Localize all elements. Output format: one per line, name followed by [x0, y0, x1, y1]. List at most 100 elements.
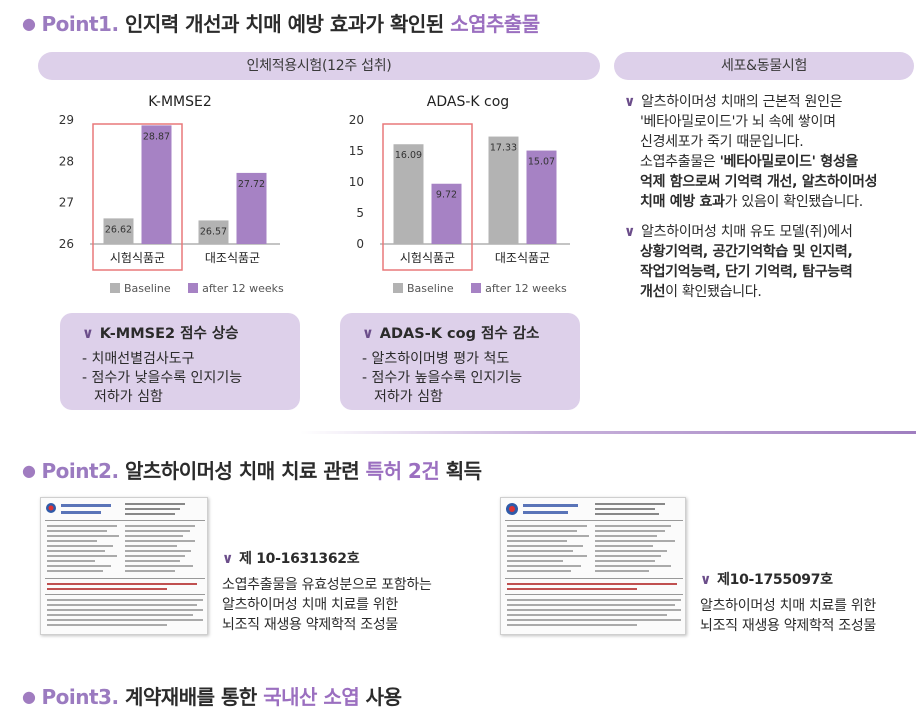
kmmse2-box-line3: 저하가 심함: [94, 389, 163, 405]
y-tick-label: 20: [349, 113, 364, 127]
bar-baseline-0: [103, 218, 134, 244]
point3-title: ● Point3. 계약재배를 통한 국내산 소엽 사용: [22, 681, 402, 710]
adas-box-head: ∨ ADAS-K cog 점수 감소: [362, 325, 558, 344]
check-icon: ∨: [222, 551, 234, 567]
bullet-icon: ●: [22, 687, 36, 706]
right1-line6b: 가 있음이 확인됐습니다.: [724, 194, 864, 210]
bar-baseline-1: [488, 136, 519, 244]
point2-suffix: 획득: [439, 459, 482, 483]
right2-line1: 알츠하이머성 치매 유도 모델(쥐)에서: [641, 224, 853, 240]
point2-text: 알츠하이머성 치매 치료 관련: [118, 459, 366, 483]
category-label: 시험식품군: [400, 251, 455, 265]
patent-2-info: ∨ 제10-1755097호 알츠하이머성 치매 치료를 위한 뇌조직 재생용 약…: [700, 570, 912, 636]
patent-1-number: 제 10-1631362호: [239, 551, 360, 567]
bar-baseline-0: [393, 144, 424, 244]
patent-document-icon: [45, 503, 205, 626]
kmmse2-box-title: K-MMSE2 점수 상승: [99, 326, 239, 342]
right1-line3: 신경세포가 죽기 때문입니다.: [640, 134, 804, 150]
patent-2-line1: 알츠하이머성 치매 치료를 위한: [700, 598, 876, 614]
chart2-title: ADAS-K cog: [426, 94, 510, 110]
point1-highlight: 소엽추출물: [450, 12, 540, 36]
right1-line5: 억제 함으로써 기억력 개선, 알츠하이머성: [640, 174, 878, 190]
adas-box-title: ADAS-K cog 점수 감소: [379, 326, 540, 342]
right-item-1: ∨ 알츠하이머성 치매의 근본적 원인은 '베타아밀로이드'가 뇌 속에 쌓이며 …: [624, 92, 910, 212]
point1-text: 인지력 개선과 치매 예방 효과가 확인된: [118, 12, 451, 36]
right2-line4a: 개선: [640, 284, 666, 300]
patent-1-info: ∨ 제 10-1631362호 소엽추출물을 유효성분으로 포함하는 알츠하이머성…: [222, 549, 492, 635]
point3-suffix: 사용: [359, 685, 402, 709]
highlight-box: [382, 123, 473, 271]
category-label: 대조식품군: [495, 251, 550, 265]
legend-swatch-baseline: [393, 283, 403, 293]
point1-label: Point1.: [41, 12, 119, 36]
point1-title: ● Point1. 인지력 개선과 치매 예방 효과가 확인된 소엽추출물: [22, 8, 540, 37]
right1-line4a: 소엽추출물은: [640, 154, 720, 170]
point3-highlight: 국내산 소엽: [263, 685, 360, 709]
y-tick-label: 28: [59, 154, 74, 168]
clinical-trial-header: 인체적용시험(12주 섭취): [38, 52, 600, 80]
data-label: 9.72: [436, 190, 457, 201]
point2-highlight: 특허 2건: [365, 459, 440, 483]
category-label: 시험식품군: [110, 251, 165, 265]
bar-after-1: [236, 172, 267, 244]
chart2-legend: Baseline after 12 weeks: [393, 282, 567, 295]
patent-2-number: 제10-1755097호: [717, 572, 833, 588]
point3-text: 계약재배를 통한: [118, 685, 264, 709]
kmmse2-box-line2: - 점수가 낮을수록 인지기능: [82, 370, 243, 386]
data-label: 27.72: [238, 179, 265, 190]
point2-label: Point2.: [41, 459, 119, 483]
check-icon: ∨: [624, 94, 636, 110]
adas-box-line1: - 알츠하이머병 평가 척도: [362, 351, 510, 367]
legend-swatch-after: [471, 283, 482, 293]
right1-line2: '베타아밀로이드'가 뇌 속에 쌓이며: [640, 114, 836, 130]
bar-after-0: [141, 125, 172, 244]
patent-certificate-2-image: [500, 497, 686, 635]
kmmse2-box-line1: - 치매선별검사도구: [82, 351, 195, 367]
cell-animal-header: 세포&동물시험: [614, 52, 914, 80]
legend-swatch-after: [188, 283, 199, 293]
y-tick-label: 5: [356, 206, 364, 220]
category-label: 대조식품군: [205, 251, 260, 265]
highlight-box: [92, 123, 183, 271]
y-tick-label: 10: [349, 175, 364, 189]
chart1-title: K-MMSE2: [148, 94, 212, 110]
y-tick-label: 26: [59, 237, 74, 251]
patent-certificate-1-image: [40, 497, 208, 635]
right1-line1: 알츠하이머성 치매의 근본적 원인은: [641, 94, 843, 110]
legend-swatch-baseline: [110, 283, 120, 293]
bar-baseline-1: [198, 220, 229, 244]
legend-after-label: after 12 weeks: [485, 282, 567, 295]
patent-1-line2: 알츠하이머성 치매 치료를 위한: [222, 597, 398, 613]
y-tick-label: 27: [59, 196, 74, 210]
kmmse2-box-head: ∨ K-MMSE2 점수 상승: [82, 325, 278, 344]
legend-baseline-label: Baseline: [407, 282, 454, 295]
check-icon: ∨: [700, 572, 712, 588]
right1-line4b: '베타아밀로이드' 형성을: [719, 154, 859, 170]
adas-box-line3: 저하가 심함: [374, 389, 443, 405]
right2-line2: 상황기억력, 공간기억학습 및 인지력,: [640, 244, 853, 260]
section-divider: [300, 431, 916, 434]
patent-2-line2: 뇌조직 재생용 약제학적 조성물: [700, 618, 876, 634]
data-label: 16.09: [395, 150, 422, 161]
chart1-legend: Baseline after 12 weeks: [110, 282, 284, 295]
bullet-icon: ●: [22, 461, 36, 480]
kmmse2-info-box: ∨ K-MMSE2 점수 상승 - 치매선별검사도구 - 점수가 낮을수록 인지기…: [60, 313, 300, 410]
kmmse2-chart: 29 28 27 26 26.62 28.87 시험식품군 26.57 27.72 대조식품군: [59, 113, 280, 271]
check-icon: ∨: [362, 326, 374, 342]
right-item-2: ∨ 알츠하이머성 치매 유도 모델(쥐)에서 상황기억력, 공간기억학습 및 인지…: [624, 222, 910, 302]
data-label: 26.62: [105, 224, 132, 235]
point3-label: Point3.: [41, 685, 119, 709]
y-tick-label: 29: [59, 113, 74, 127]
data-label: 17.33: [490, 143, 517, 154]
legend-baseline-label: Baseline: [124, 282, 171, 295]
right2-line4b: 이 확인됐습니다.: [665, 284, 762, 300]
check-icon: ∨: [82, 326, 94, 342]
patent-1-line1: 소엽추출물을 유효성분으로 포함하는: [222, 577, 432, 593]
right1-line6a: 치매 예방 효과: [640, 194, 725, 210]
data-label: 15.07: [528, 157, 555, 168]
bullet-icon: ●: [22, 14, 36, 33]
bar-after-0: [431, 183, 462, 244]
patent-1-line3: 뇌조직 재생용 약제학적 조성물: [222, 617, 398, 633]
y-tick-label: 15: [349, 144, 364, 158]
check-icon: ∨: [624, 224, 636, 240]
